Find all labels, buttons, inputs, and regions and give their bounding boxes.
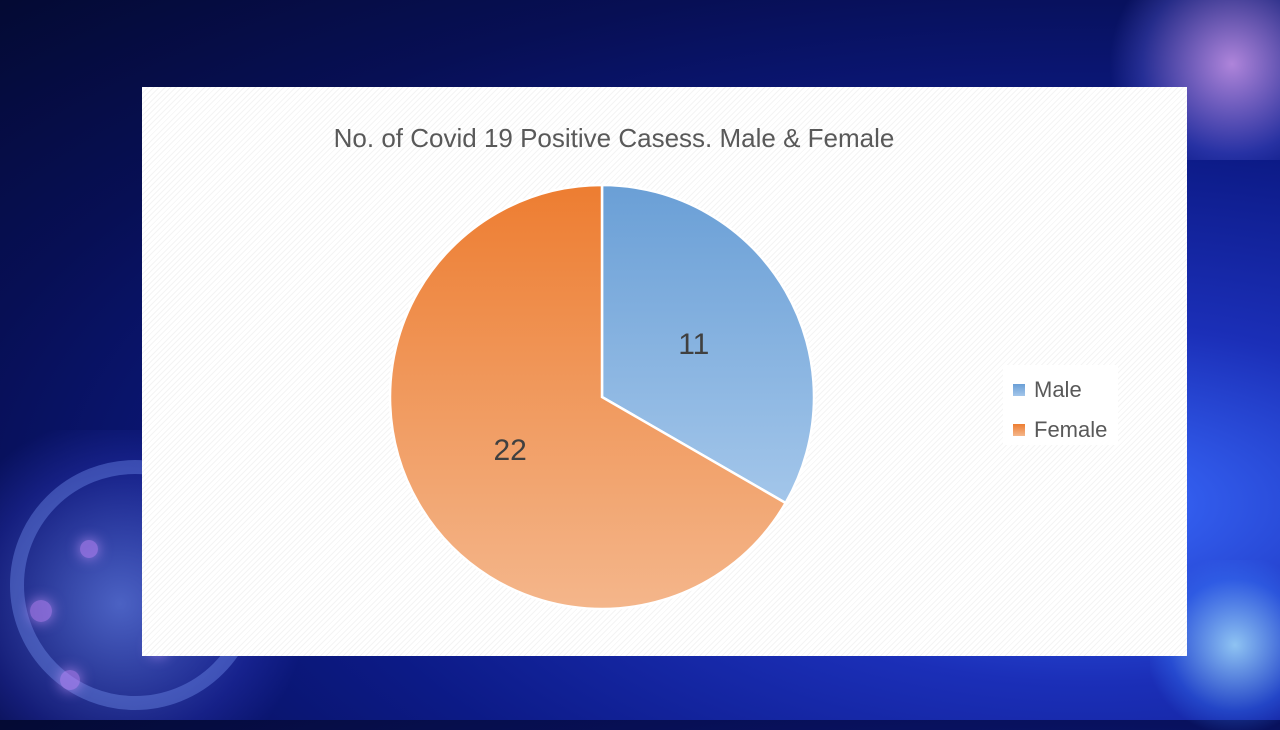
chart-title: No. of Covid 19 Positive Casess. Male & … [333,123,895,153]
virus-spike-decoration [60,670,80,690]
pie-slice-male [600,183,816,505]
data-label-female: 22 [494,434,527,467]
virus-spike-decoration [30,600,52,622]
legend-item-female: Female [1013,410,1118,450]
virus-spike-decoration [80,540,98,558]
legend-item-male: Male [1013,370,1118,410]
chart-panel: No. of Covid 19 Positive Casess. Male & … [142,87,1187,656]
chart-legend: Male Female [1003,365,1118,445]
pie-chart: 11 22 [388,183,816,611]
legend-label-male: Male [1034,377,1082,402]
data-label-male: 11 [678,328,709,361]
legend-swatch-female [1013,424,1025,436]
legend-label-female: Female [1034,417,1108,442]
legend-swatch-male [1013,384,1025,396]
pie-slice-female [388,183,788,611]
